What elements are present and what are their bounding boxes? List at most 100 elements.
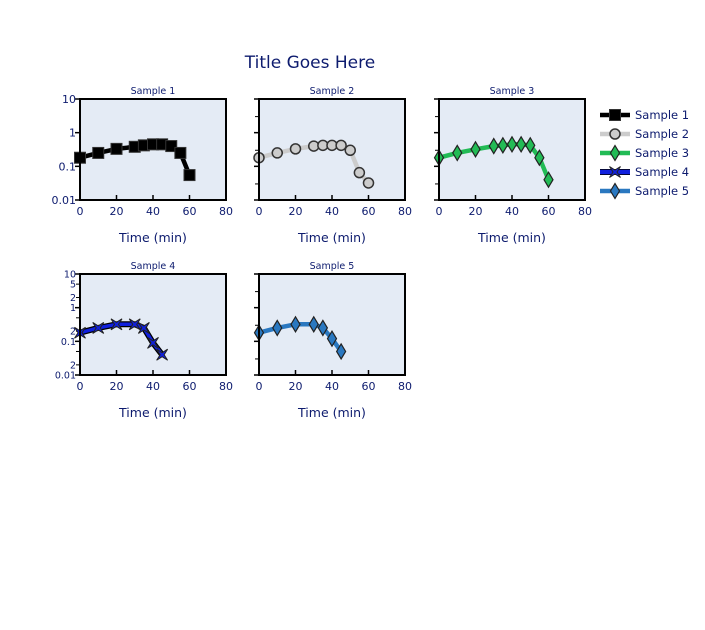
subplot-title: Sample 2 xyxy=(310,86,355,97)
data-point xyxy=(156,348,169,361)
panel-sample-3: Sample 3 0 20 40 60 80 Time (min) xyxy=(433,86,592,245)
data-point xyxy=(344,144,356,157)
y-tick-label: 0.1 xyxy=(59,160,77,173)
y-tick-label: 0.1 xyxy=(61,337,76,348)
data-point xyxy=(271,147,283,159)
data-point xyxy=(174,146,187,159)
data-point xyxy=(92,146,105,159)
y-tick-label: 0.01 xyxy=(52,194,77,207)
legend-marker xyxy=(609,128,621,140)
plot-area xyxy=(259,274,405,375)
x-tick-label: 80 xyxy=(578,205,592,218)
panel-sample-2: Sample 2 0 20 40 60 80 Time (min) xyxy=(253,86,412,245)
x-tick-label: 80 xyxy=(219,205,233,218)
x-tick-label: 20 xyxy=(469,205,483,218)
plot-frame xyxy=(79,273,227,376)
data-point xyxy=(335,342,347,361)
x-tick-label: 60 xyxy=(183,205,197,218)
x-tick-label: 40 xyxy=(505,205,519,218)
subplot-title: Sample 3 xyxy=(490,86,535,97)
x-axis-label: Time (min) xyxy=(297,405,366,420)
x-tick-label: 20 xyxy=(289,380,303,393)
y-tick-label: 2 xyxy=(70,360,76,371)
data-point xyxy=(326,330,338,348)
y-tick-label: 5 xyxy=(70,280,76,291)
y-tick-label: 1 xyxy=(70,303,76,314)
data-point xyxy=(470,140,481,158)
data-point xyxy=(497,136,509,155)
x-axis-label: Time (min) xyxy=(297,230,366,245)
x-tick-label: 20 xyxy=(289,205,303,218)
data-point xyxy=(353,166,366,179)
data-point xyxy=(308,315,319,333)
x-tick-label: 20 xyxy=(110,205,124,218)
data-point xyxy=(525,136,536,155)
legend: Sample 1 Sample 2 Sample 3 Sample 4 Sample 5 xyxy=(600,108,689,200)
x-tick-label: 0 xyxy=(77,205,84,218)
x-tick-label: 0 xyxy=(256,380,263,393)
legend-label: Sample 3 xyxy=(635,146,689,160)
data-point xyxy=(317,319,329,337)
data-point xyxy=(147,336,159,349)
x-tick-label: 40 xyxy=(325,205,339,218)
x-tick-label: 60 xyxy=(542,205,556,218)
x-tick-label: 80 xyxy=(398,380,412,393)
x-axis-label: Time (min) xyxy=(118,230,187,245)
subplot-title: Sample 1 xyxy=(131,86,176,97)
x-tick-label: 0 xyxy=(436,205,443,218)
panel-sample-1: Sample 1 0 20 40 60 80 Time (min) 0.01 0.1 1 10 xyxy=(52,86,234,245)
data-point xyxy=(183,169,196,182)
legend-item-sample-2: Sample 2 xyxy=(600,127,689,141)
plot-contents xyxy=(253,139,375,189)
y-tick-label: 1 xyxy=(69,127,76,140)
legend-item-sample-3: Sample 3 xyxy=(600,144,689,162)
plot-frame xyxy=(258,273,406,376)
legend-marker xyxy=(609,166,621,178)
x-tick-label: 60 xyxy=(362,205,376,218)
data-point xyxy=(335,139,347,152)
data-point xyxy=(92,322,105,334)
legend-item-sample-4: Sample 4 xyxy=(600,165,689,179)
x-tick-label: 60 xyxy=(183,380,197,393)
x-tick-label: 40 xyxy=(146,380,160,393)
plot-frame xyxy=(438,98,586,201)
data-point xyxy=(506,135,518,154)
legend-label: Sample 4 xyxy=(635,165,689,179)
legend-label: Sample 2 xyxy=(635,127,689,141)
subplot-title: Sample 5 xyxy=(310,261,355,272)
data-point xyxy=(272,319,283,337)
data-point xyxy=(543,171,554,189)
legend-label: Sample 5 xyxy=(635,184,689,198)
x-tick-label: 80 xyxy=(219,380,233,393)
data-point xyxy=(110,318,123,331)
data-point xyxy=(110,142,123,155)
y-tick-label: 0.01 xyxy=(55,371,76,382)
legend-marker xyxy=(609,109,621,121)
subplot-title: Sample 4 xyxy=(131,261,176,272)
legend-marker xyxy=(609,182,621,200)
y-tick-label: 2 xyxy=(70,327,76,338)
x-axis-label: Time (min) xyxy=(118,405,187,420)
y-tick-label: 10 xyxy=(62,93,76,106)
plot-contents xyxy=(433,135,554,189)
plot-contents xyxy=(74,138,196,182)
data-point xyxy=(137,322,150,334)
x-tick-label: 40 xyxy=(325,380,339,393)
y-tick-label: 2 xyxy=(70,293,76,304)
x-tick-label: 80 xyxy=(398,205,412,218)
data-point xyxy=(515,135,527,154)
data-point xyxy=(534,149,545,167)
plot-contents xyxy=(74,318,169,361)
data-point xyxy=(290,315,301,333)
data-point xyxy=(165,140,178,153)
panel-sample-5: Sample 5 0 20 40 60 80 Time (min) xyxy=(253,261,412,420)
chart-title: Title Goes Here xyxy=(244,53,375,73)
legend-marker xyxy=(609,144,621,162)
data-point xyxy=(362,177,375,189)
x-tick-label: 0 xyxy=(77,380,84,393)
x-tick-label: 0 xyxy=(256,205,263,218)
x-tick-label: 20 xyxy=(110,380,124,393)
